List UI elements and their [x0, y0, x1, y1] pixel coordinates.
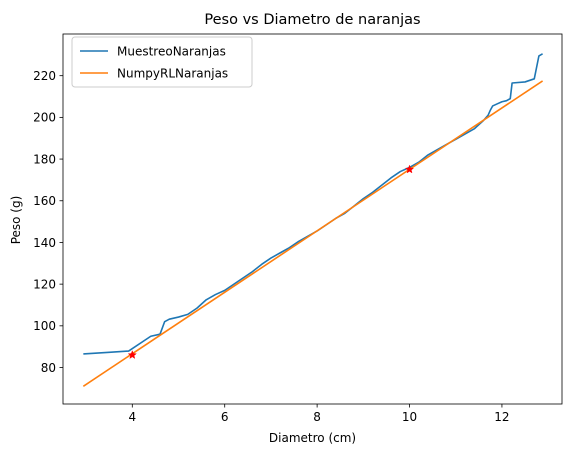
x-tick-label: 4	[128, 410, 136, 424]
x-axis: 4 6 8 10 12	[128, 404, 510, 424]
y-tick-label: 140	[33, 236, 56, 250]
x-axis-label: Diametro (cm)	[269, 431, 356, 445]
data-point-star	[404, 164, 415, 174]
x-tick-label: 10	[402, 410, 417, 424]
x-tick-label: 12	[494, 410, 509, 424]
x-tick-label: 8	[313, 410, 321, 424]
y-tick-label: 160	[33, 194, 56, 208]
legend: MuestreoNaranjas NumpyRLNaranjas	[71, 36, 253, 88]
y-tick-label: 100	[33, 319, 56, 333]
marker-layer	[127, 164, 415, 359]
y-axis-label: Peso (g)	[9, 196, 23, 245]
chart-title: Peso vs Diametro de naranjas	[204, 12, 420, 28]
series-line-numpy-rl	[82, 80, 544, 387]
legend-box	[71, 36, 253, 88]
y-tick-label: 220	[33, 69, 56, 83]
series-layer	[82, 53, 544, 387]
y-tick-label: 120	[33, 277, 56, 291]
axes-frame	[62, 33, 563, 405]
y-tick-label: 80	[41, 361, 56, 375]
data-point-star	[127, 350, 137, 359]
y-tick-label: 180	[33, 152, 56, 166]
legend-label-numpy-rl: NumpyRLNaranjas	[117, 67, 228, 81]
x-tick-label: 6	[221, 410, 229, 424]
y-tick-label: 200	[33, 111, 56, 125]
legend-label-muestreo: MuestreoNaranjas	[117, 45, 226, 59]
y-axis: 80 100 120 140 160 180 200 220	[33, 69, 63, 375]
